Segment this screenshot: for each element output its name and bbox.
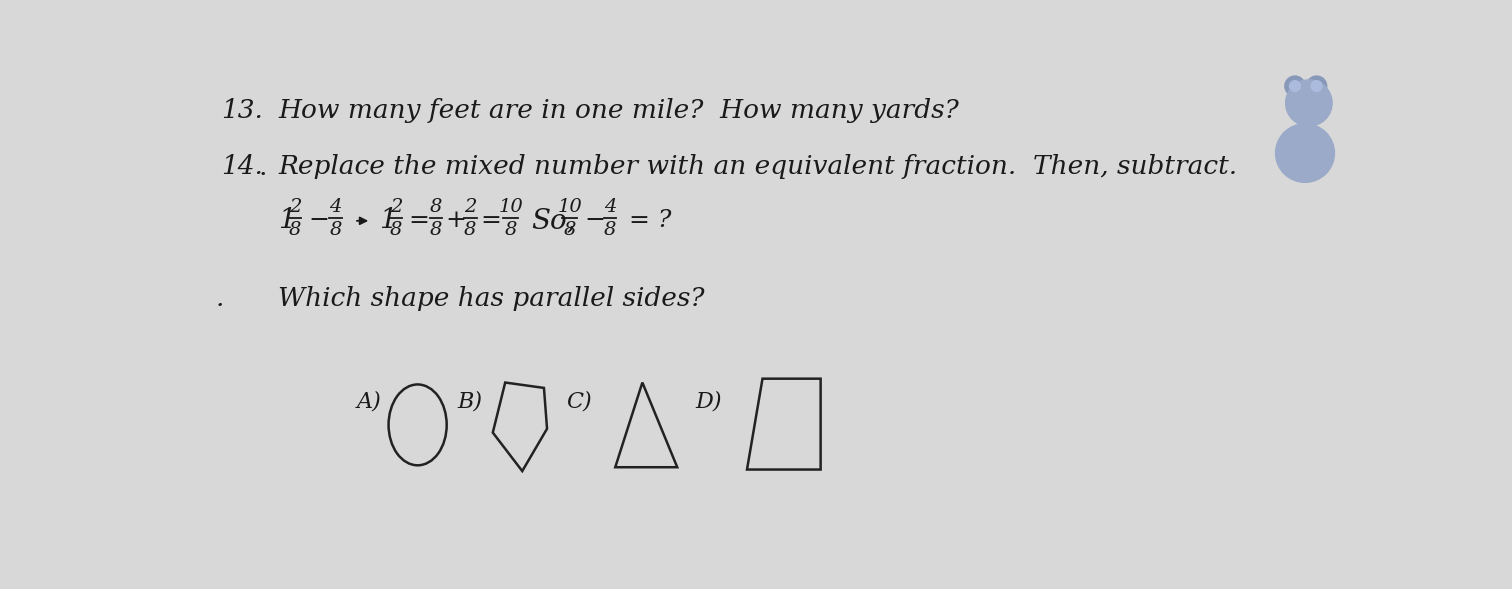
Text: +: +	[445, 209, 466, 232]
Text: −: −	[585, 209, 606, 232]
Text: 8: 8	[464, 221, 476, 239]
Text: 10: 10	[556, 198, 582, 216]
Text: 1: 1	[278, 207, 296, 234]
Text: 2: 2	[390, 198, 402, 216]
Text: A): A)	[357, 391, 381, 413]
Circle shape	[1285, 76, 1305, 96]
Text: 8: 8	[505, 221, 517, 239]
Text: Which shape has parallel sides?: Which shape has parallel sides?	[278, 286, 705, 311]
Circle shape	[1290, 81, 1300, 91]
Text: 8: 8	[429, 198, 443, 216]
Text: 4: 4	[330, 198, 342, 216]
Text: Replace the mixed number with an equivalent fraction.  Then, subtract.: Replace the mixed number with an equival…	[278, 154, 1237, 179]
Circle shape	[1311, 81, 1321, 91]
Text: 8: 8	[429, 221, 443, 239]
Text: 1: 1	[380, 207, 396, 234]
Text: 8: 8	[289, 221, 301, 239]
Text: ·: ·	[259, 161, 268, 187]
Text: 8: 8	[390, 221, 402, 239]
Circle shape	[1285, 80, 1332, 126]
Text: = ?: = ?	[629, 209, 671, 232]
Text: 2: 2	[289, 198, 301, 216]
Text: How many feet are in one mile?  How many yards?: How many feet are in one mile? How many …	[278, 98, 959, 123]
Text: 2: 2	[464, 198, 476, 216]
Circle shape	[1306, 76, 1326, 96]
Text: B): B)	[457, 391, 482, 413]
Text: =: =	[408, 209, 429, 232]
Text: −: −	[308, 209, 330, 232]
Circle shape	[1276, 124, 1335, 183]
Text: .: .	[216, 286, 224, 311]
Text: 14.: 14.	[222, 154, 263, 179]
Text: 8: 8	[564, 221, 576, 239]
Text: So,: So,	[531, 207, 576, 234]
Text: =: =	[481, 209, 502, 232]
Text: 10: 10	[499, 198, 523, 216]
Text: C): C)	[567, 391, 593, 413]
Text: D): D)	[696, 391, 723, 413]
Text: 13.: 13.	[222, 98, 263, 123]
Text: 4: 4	[603, 198, 615, 216]
Text: 8: 8	[330, 221, 342, 239]
Text: 8: 8	[603, 221, 615, 239]
